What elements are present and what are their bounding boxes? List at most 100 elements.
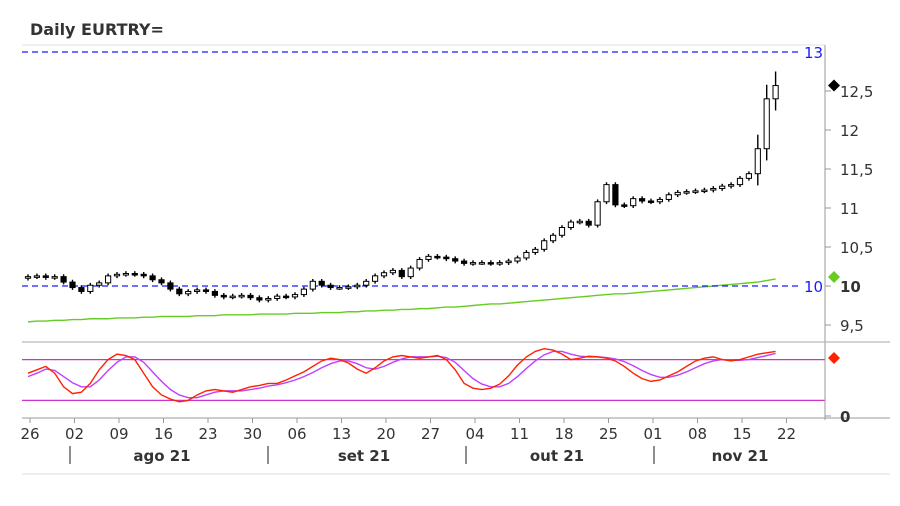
y-tick-label: 12 [840, 122, 859, 140]
candle-body [487, 262, 494, 265]
moving-average-marker [828, 270, 840, 283]
oscillator-slow-line [27, 350, 776, 399]
candle-body [60, 276, 67, 283]
candle-body [149, 275, 156, 281]
candle-body [514, 257, 521, 262]
y-tick-label: 12,5 [840, 83, 873, 101]
moving-average-line [27, 278, 776, 323]
month-label: nov 21 [712, 447, 769, 465]
oscillator-fast-line [27, 348, 776, 403]
candle-body [443, 256, 450, 260]
x-tick-label: 09 [109, 425, 128, 443]
candle-body [185, 290, 192, 295]
candle-body [576, 220, 583, 224]
candle-body [532, 248, 539, 253]
candle-body [42, 275, 49, 278]
candle-body [96, 282, 103, 286]
y-tick-label: 10 [840, 278, 861, 296]
candle-body [763, 98, 770, 150]
x-tick-label: 18 [554, 425, 573, 443]
candle-body [416, 258, 423, 269]
candle-body [558, 227, 566, 236]
candle-body [505, 260, 512, 264]
x-tick-label: 15 [732, 425, 751, 443]
candle-body [496, 262, 503, 265]
candle-body [478, 262, 485, 265]
x-tick-label: 16 [154, 425, 173, 443]
x-tick-label: 20 [376, 425, 395, 443]
reference-line-label: 10 [804, 278, 823, 296]
candle-body [265, 297, 272, 301]
x-tick-label: 08 [688, 425, 707, 443]
candle-body [327, 284, 334, 289]
candle-body [719, 185, 726, 190]
candle-body [728, 184, 735, 187]
candle-body [710, 188, 717, 191]
candle-body [585, 220, 592, 226]
x-tick-label: 23 [198, 425, 217, 443]
x-tick-label: 25 [599, 425, 618, 443]
candle-body [469, 262, 477, 265]
candle-body [550, 234, 557, 242]
y-axis-layer: 9,5 10 10,5 11 11,5 12 12,5 [825, 83, 873, 335]
candle-body [69, 281, 76, 289]
candle-body [674, 191, 681, 196]
candle-body [291, 294, 299, 298]
candle-body [398, 269, 405, 278]
chart-title: Daily EURTRY= [30, 20, 164, 39]
x-tick-label: 27 [421, 425, 440, 443]
candle-body [656, 198, 663, 203]
candle-body [158, 279, 165, 284]
candle-body [647, 200, 655, 203]
candle-body [354, 284, 361, 288]
candle-body [87, 284, 94, 292]
candle-body [639, 198, 646, 202]
y-tick-label: 10,5 [840, 239, 873, 257]
candle-body [122, 273, 130, 276]
candle-body [380, 272, 388, 277]
candle-body [202, 289, 210, 292]
candle-body [238, 294, 245, 298]
x-tick-label: 02 [65, 425, 84, 443]
candle-body [736, 177, 744, 186]
candle-body [603, 184, 610, 203]
month-label: set 21 [338, 447, 390, 465]
candle-body [461, 260, 468, 264]
candle-body [434, 255, 441, 259]
candle-body [541, 240, 548, 250]
candle-body [33, 275, 40, 278]
candle-body [754, 148, 761, 175]
candle-body [630, 198, 637, 207]
y-tick-label: 11 [840, 200, 859, 218]
candle-body [336, 287, 343, 290]
candle-body [389, 269, 396, 274]
candle-body [51, 276, 58, 279]
y-tick-label: 11,5 [840, 161, 873, 179]
candle-body [692, 190, 699, 193]
x-tick-label: 04 [465, 425, 484, 443]
candle-body [176, 288, 183, 295]
candle-body [567, 221, 574, 228]
candle-body [772, 85, 779, 100]
candle-body [701, 189, 708, 193]
candle-body [523, 251, 530, 259]
candle-body [220, 294, 227, 298]
reference-lines-layer: 13 10 [22, 44, 823, 296]
last-price-marker [828, 79, 840, 92]
candle-body [167, 282, 174, 290]
candle-body [256, 297, 263, 301]
candle-body [300, 288, 307, 296]
candle-body [372, 275, 379, 282]
x-tick-label: 01 [643, 425, 662, 443]
month-label: ago 21 [133, 447, 190, 465]
candle-body [247, 294, 254, 299]
x-tick-label: 30 [243, 425, 262, 443]
candle-body [345, 286, 352, 289]
candle-body [594, 201, 601, 226]
candle-body [745, 173, 752, 179]
candle-body [621, 204, 628, 207]
candle-body [407, 267, 414, 278]
candle-body [229, 295, 236, 299]
candle-body [683, 191, 690, 194]
